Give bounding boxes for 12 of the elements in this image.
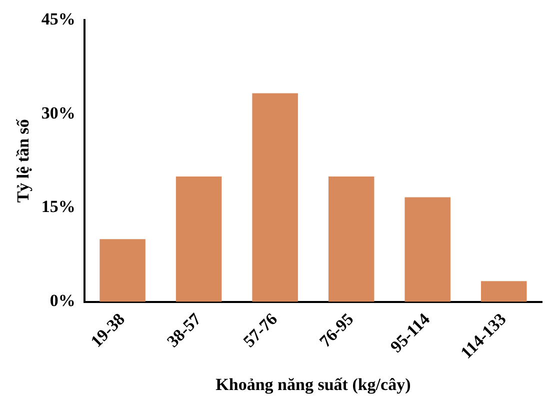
bar <box>176 176 222 302</box>
bar <box>328 176 374 302</box>
bar <box>100 239 146 302</box>
y-tick-label: 0% <box>50 291 76 310</box>
x-axis-title: Khoảng năng suất (kg/cây) <box>216 375 411 394</box>
y-tick-label: 30% <box>41 103 76 122</box>
y-axis-title: Tỷ lệ tần số <box>14 118 33 203</box>
y-tick-label: 15% <box>41 197 76 216</box>
bar <box>252 93 298 302</box>
bar <box>480 281 527 302</box>
y-tick-label: 45% <box>41 9 76 28</box>
bar <box>404 197 450 302</box>
